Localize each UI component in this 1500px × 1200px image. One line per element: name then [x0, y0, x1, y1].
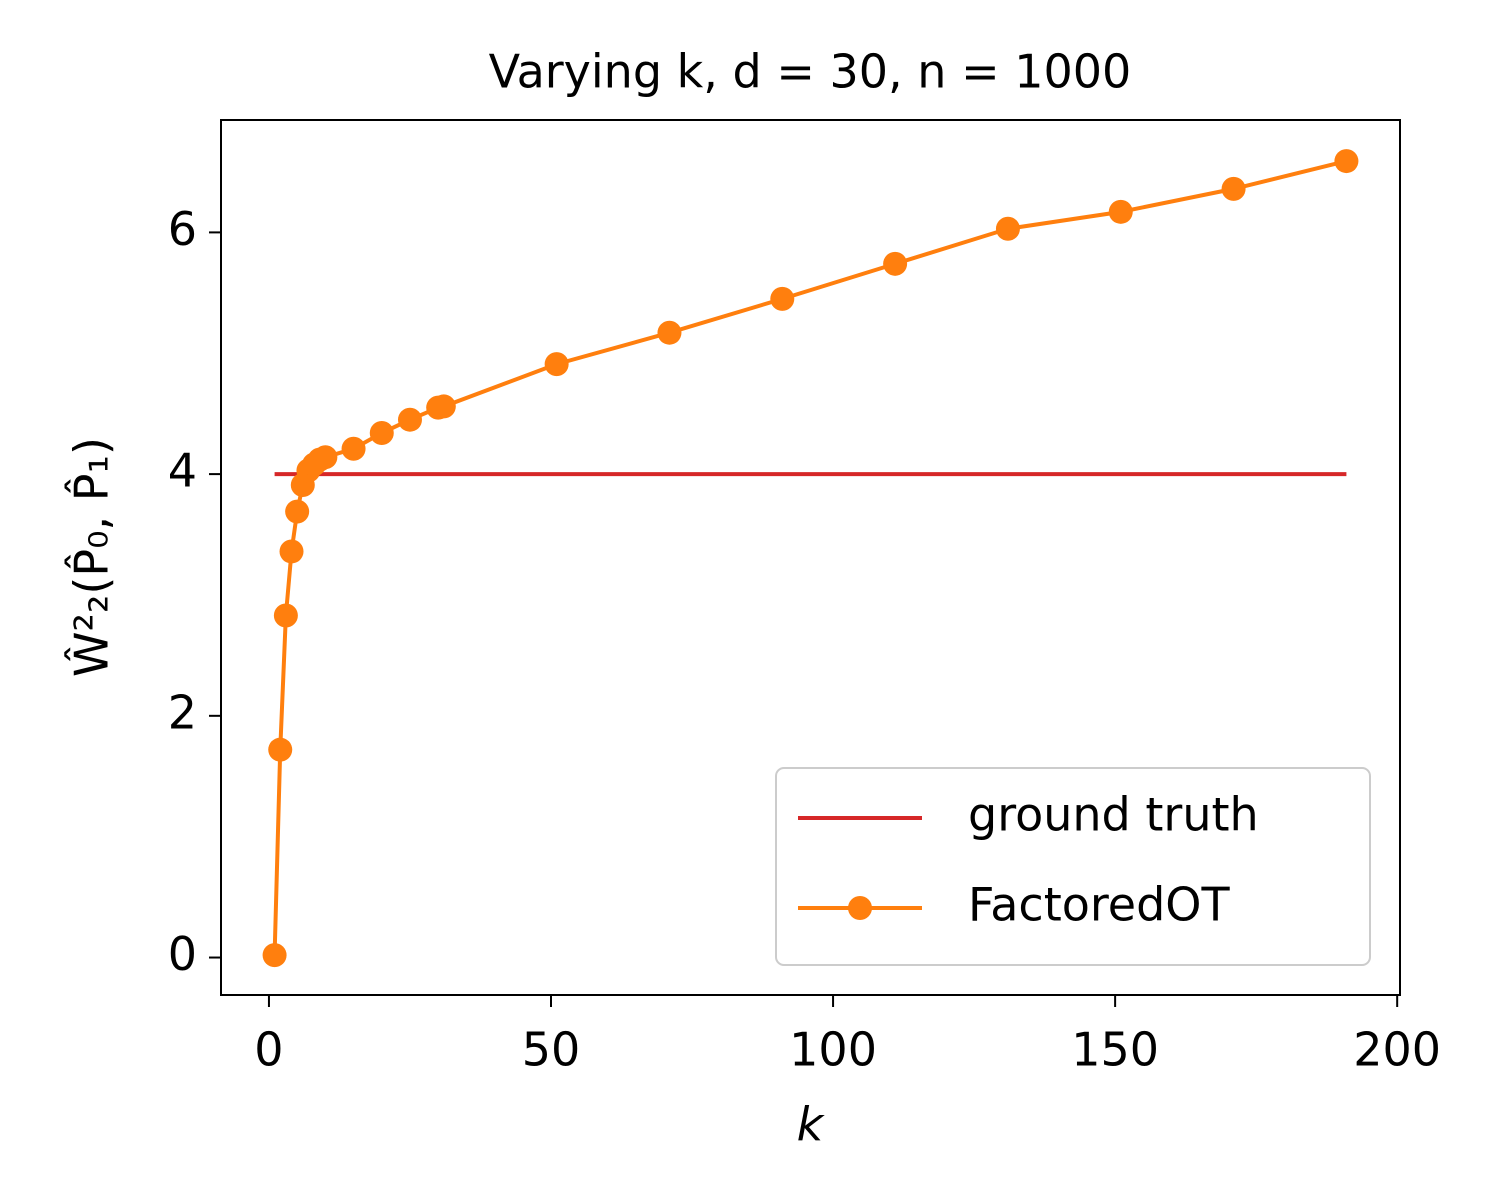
- y-tick-label: 0: [168, 927, 197, 981]
- data-point: [341, 436, 366, 461]
- data-point: [268, 737, 293, 762]
- plot-frame: [220, 119, 1401, 996]
- data-point: [262, 943, 287, 968]
- y-tick-label: 6: [168, 202, 197, 256]
- data-point: [313, 445, 338, 470]
- legend-label: ground truth: [968, 788, 1259, 842]
- legend-label: FactoredOT: [968, 878, 1231, 932]
- data-point: [279, 539, 304, 564]
- data-point: [285, 499, 310, 524]
- x-tick-label: 200: [1353, 1023, 1441, 1077]
- y-axis-label: Ŵ²₂(P̂₀, P̂₁): [64, 437, 119, 677]
- legend-box: [775, 767, 1371, 966]
- data-point: [397, 407, 422, 432]
- data-point: [431, 394, 456, 419]
- data-point: [1108, 199, 1133, 224]
- data-point: [883, 251, 908, 276]
- legend-marker: [848, 896, 872, 920]
- data-point: [1221, 176, 1246, 201]
- data-point: [770, 286, 795, 311]
- x-tick-label: 0: [254, 1023, 283, 1077]
- x-axis-label: k: [797, 1098, 826, 1152]
- data-point: [273, 603, 298, 628]
- x-tick-label: 50: [522, 1023, 581, 1077]
- x-tick-label: 100: [789, 1023, 877, 1077]
- data-point: [544, 352, 569, 377]
- x-tick-label: 150: [1071, 1023, 1159, 1077]
- data-point: [1334, 149, 1359, 174]
- chart-title: Varying k, d = 30, n = 1000: [489, 45, 1132, 99]
- legend: ground truth FactoredOT: [775, 767, 1371, 966]
- data-point: [995, 216, 1020, 241]
- data-point: [657, 320, 682, 345]
- y-tick-label: 4: [168, 444, 197, 498]
- y-tick-label: 2: [168, 685, 197, 739]
- data-point: [369, 421, 394, 446]
